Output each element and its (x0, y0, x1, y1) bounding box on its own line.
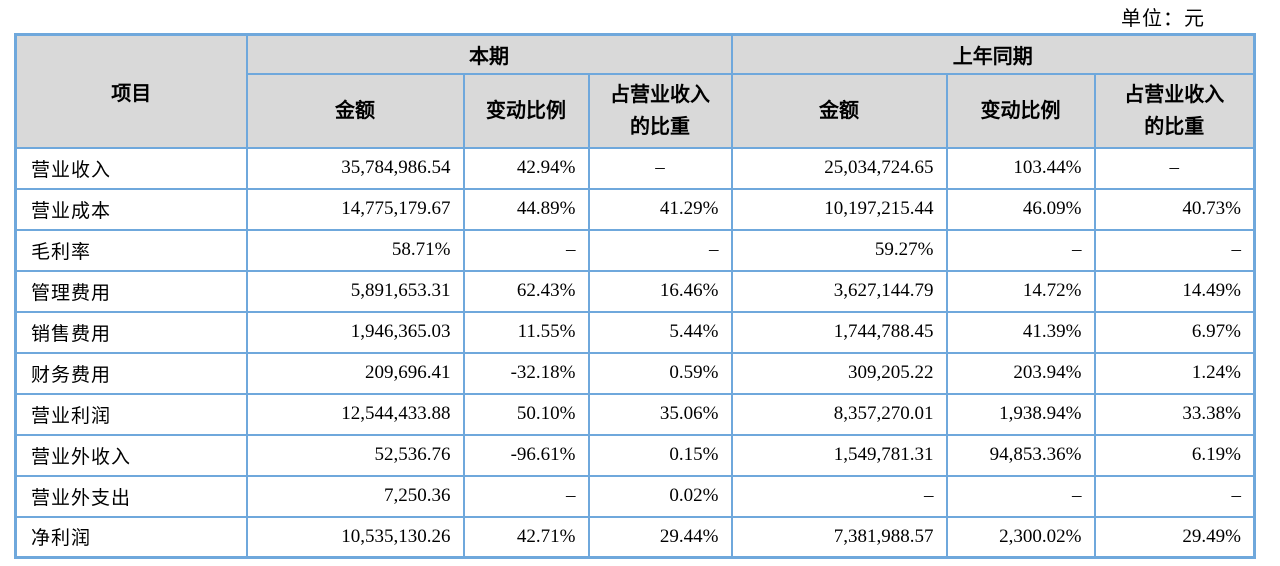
row-item-label: 营业利润 (14, 392, 248, 436)
table-cell: 7,250.36 (245, 474, 465, 518)
table-cell: 10,197,215.44 (730, 187, 948, 231)
table-cell: 29.44% (587, 515, 733, 559)
subheader-revenue-share-current: 占营业收入的比重 (587, 72, 733, 149)
table-cell: – (1093, 474, 1256, 518)
table-cell: – (1093, 146, 1256, 190)
table-cell: – (945, 228, 1096, 272)
table-cell: – (587, 146, 733, 190)
table-cell: 35,784,986.54 (245, 146, 465, 190)
table-cell: 94,853.36% (945, 433, 1096, 477)
table-cell: 209,696.41 (245, 351, 465, 395)
table-row: 净利润 10,535,130.26 42.71% 29.44% 7,381,988.5… (14, 515, 1256, 559)
row-item-label: 销售费用 (14, 310, 248, 354)
table-cell: 42.94% (462, 146, 590, 190)
table-cell: 42.71% (462, 515, 590, 559)
table-row: 营业外收入 52,536.76 -96.61% 0.15% 1,549,781.31 9… (14, 433, 1256, 477)
table-cell: 103.44% (945, 146, 1096, 190)
table-cell: 14.72% (945, 269, 1096, 313)
table-cell: 52,536.76 (245, 433, 465, 477)
row-item-label: 毛利率 (14, 228, 248, 272)
table-cell: 46.09% (945, 187, 1096, 231)
table-cell: 6.97% (1093, 310, 1256, 354)
table-cell: 50.10% (462, 392, 590, 436)
table-cell: 1,744,788.45 (730, 310, 948, 354)
group-header-current-period: 本期 (245, 33, 733, 75)
table-cell: 1,946,365.03 (245, 310, 465, 354)
table-cell: 8,357,270.01 (730, 392, 948, 436)
table-row: 财务费用 209,696.41 -32.18% 0.59% 309,205.22 203… (14, 351, 1256, 395)
table-cell: 1,549,781.31 (730, 433, 948, 477)
subheader-change-ratio-prior: 变动比例 (945, 72, 1096, 149)
table-cell: 1.24% (1093, 351, 1256, 395)
row-item-label: 营业成本 (14, 187, 248, 231)
table-cell: 41.29% (587, 187, 733, 231)
table-cell: – (462, 474, 590, 518)
table-cell: 1,938.94% (945, 392, 1096, 436)
table-cell: 10,535,130.26 (245, 515, 465, 559)
subheader-revenue-share-prior: 占营业收入的比重 (1093, 72, 1256, 149)
table-cell: – (1093, 228, 1256, 272)
table-cell: 0.15% (587, 433, 733, 477)
table-cell: 59.27% (730, 228, 948, 272)
row-item-label: 营业外收入 (14, 433, 248, 477)
table-cell: -96.61% (462, 433, 590, 477)
table-cell: 62.43% (462, 269, 590, 313)
row-item-label: 营业外支出 (14, 474, 248, 518)
table-cell: 33.38% (1093, 392, 1256, 436)
table-body: 营业收入 35,784,986.54 42.94% –25,034,724.65 10… (14, 146, 1256, 559)
financial-comparison-table: 项目 本期 上年同期 金额 变动比例 占营业收入的比重 金额 变动比例 占营业收… (14, 33, 1256, 559)
table-cell: 203.94% (945, 351, 1096, 395)
row-item-label: 净利润 (14, 515, 248, 559)
sub-header-row: 金额 变动比例 占营业收入的比重 金额 变动比例 占营业收入的比重 (16, 72, 1256, 149)
table-cell: – (730, 474, 948, 518)
table-cell: 11.55% (462, 310, 590, 354)
table-cell: 14.49% (1093, 269, 1256, 313)
table-cell: 41.39% (945, 310, 1096, 354)
table-cell: 5.44% (587, 310, 733, 354)
subheader-amount-prior: 金额 (730, 72, 948, 149)
table-header: 项目 本期 上年同期 金额 变动比例 占营业收入的比重 金额 变动比例 占营业收… (14, 33, 1256, 149)
unit-label: 单位：元 (1121, 8, 1205, 30)
table-row: 营业成本 14,775,179.67 44.89% 41.29% 10,197,215… (14, 187, 1256, 231)
row-item-label: 管理费用 (14, 269, 248, 313)
group-header-prior-period: 上年同期 (730, 33, 1256, 75)
table-cell: 25,034,724.65 (730, 146, 948, 190)
row-item-label: 财务费用 (14, 351, 248, 395)
subheader-change-ratio-current: 变动比例 (462, 72, 590, 149)
subheader-amount-current: 金额 (245, 72, 465, 149)
table-cell: -32.18% (462, 351, 590, 395)
table-cell: 40.73% (1093, 187, 1256, 231)
table-row: 营业利润 12,544,433.88 50.10% 35.06% 8,357,270.… (14, 392, 1256, 436)
table-cell: 16.46% (587, 269, 733, 313)
table-row: 销售费用 1,946,365.03 11.55% 5.44% 1,744,788.45… (14, 310, 1256, 354)
table-cell: 29.49% (1093, 515, 1256, 559)
table-cell: 14,775,179.67 (245, 187, 465, 231)
table-cell: 12,544,433.88 (245, 392, 465, 436)
table-cell: 6.19% (1093, 433, 1256, 477)
table-cell: – (945, 474, 1096, 518)
group-header-row: 项目 本期 上年同期 (14, 33, 1256, 149)
table-row: 营业外支出 7,250.36–0.02% – – – (14, 474, 1256, 518)
table-cell: 5,891,653.31 (245, 269, 465, 313)
table-cell: 58.71% (245, 228, 465, 272)
table-cell: 35.06% (587, 392, 733, 436)
table-row: 营业收入 35,784,986.54 42.94% –25,034,724.65 10… (14, 146, 1256, 190)
table-cell: – (587, 228, 733, 272)
row-item-label: 营业收入 (14, 146, 248, 190)
table-row: 管理费用 5,891,653.31 62.43% 16.46% 3,627,144.7… (14, 269, 1256, 313)
table-cell: 44.89% (462, 187, 590, 231)
table-cell: 2,300.02% (945, 515, 1096, 559)
table-cell: 309,205.22 (730, 351, 948, 395)
table-cell: 3,627,144.79 (730, 269, 948, 313)
table-cell: 0.02% (587, 474, 733, 518)
table-cell: 0.59% (587, 351, 733, 395)
table-cell: – (462, 228, 590, 272)
column-header-item: 项目 (14, 33, 248, 149)
table-row: 毛利率 58.71% – –59.27% – – (14, 228, 1256, 272)
table-cell: 7,381,988.57 (730, 515, 948, 559)
